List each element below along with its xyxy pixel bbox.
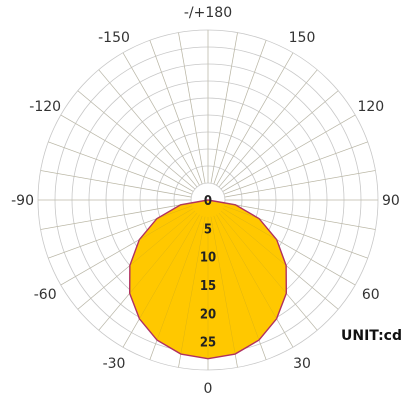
grid-spoke (216, 52, 294, 186)
radial-tick-label: 0 (204, 194, 212, 209)
grid-spoke (178, 32, 206, 184)
overlay-spoke (149, 40, 203, 185)
overlay-spoke (60, 208, 194, 286)
overlay-spoke (178, 216, 206, 368)
overlay-spoke (218, 212, 318, 331)
angle-label: 60 (362, 287, 380, 303)
grid-spoke (48, 141, 193, 195)
angle-label: -150 (98, 30, 130, 46)
radial-tick-label: 5 (204, 222, 212, 237)
grid-spoke (213, 40, 267, 185)
grid-spoke (77, 90, 196, 190)
overlay-spoke (222, 114, 356, 192)
overlay-spoke (77, 90, 196, 190)
angle-label: 90 (382, 193, 400, 209)
overlay-spoke (216, 214, 294, 348)
radial-tick-label: 20 (200, 307, 216, 322)
grid-spoke (210, 32, 238, 184)
overlay-spoke (220, 210, 339, 310)
overlay-spoke (40, 170, 192, 198)
angle-label: 120 (357, 99, 384, 115)
overlay-spoke (98, 212, 198, 331)
grid-spoke (222, 114, 356, 192)
series-fill (129, 200, 287, 359)
grid-spoke (40, 202, 192, 230)
grid-spoke (224, 202, 376, 230)
radial-tick-label: 10 (200, 251, 216, 266)
overlay-spoke (98, 69, 198, 188)
angle-label: 0 (204, 381, 213, 397)
grid-spoke (224, 170, 376, 198)
grid-spoke (149, 40, 203, 185)
angle-label: -90 (11, 193, 34, 209)
overlay-spoke (216, 52, 294, 186)
angle-label: 30 (293, 356, 311, 372)
overlay-spoke (210, 32, 238, 184)
overlay-spoke (40, 202, 192, 230)
grid-spoke (218, 69, 318, 188)
overlay-spoke (213, 40, 267, 185)
grid-spoke (98, 69, 198, 188)
angle-label: -120 (29, 99, 61, 115)
radial-tick-label: 15 (200, 279, 216, 294)
overlay-spoke (224, 170, 376, 198)
grid-spoke (40, 170, 192, 198)
overlay-spoke (77, 210, 196, 310)
series-line (128, 199, 288, 360)
angle-label: -60 (34, 287, 57, 303)
overlay-spoke (60, 114, 194, 192)
grid-spoke (60, 114, 194, 192)
grid-spoke (223, 141, 368, 195)
overlay-spoke (220, 90, 339, 190)
radial-tick-label: 25 (200, 336, 216, 351)
overlay-spoke (48, 141, 193, 195)
overlay-spoke (178, 32, 206, 184)
grid-spoke (122, 52, 200, 186)
overlay-spoke (149, 215, 203, 360)
overlay-spoke (122, 52, 200, 186)
overlay-spoke (213, 215, 267, 360)
overlay-spoke (223, 205, 368, 259)
unit-label: UNIT:cd (341, 328, 401, 344)
overlay-spoke (224, 202, 376, 230)
series-layer (38, 30, 378, 370)
angle-label: -/+180 (184, 5, 232, 21)
overlay-spoke (218, 69, 318, 188)
grid-spoke (220, 90, 339, 190)
overlay-spoke (48, 205, 193, 259)
overlay-spoke (223, 141, 368, 195)
radial-tick-labels: 0 5 10 15 20 25 (200, 194, 216, 351)
angle-label: 150 (289, 30, 316, 46)
overlay-spoke (122, 214, 200, 348)
overlay-spoke (222, 208, 356, 286)
angle-label: -30 (103, 356, 126, 372)
overlay-spoke (210, 216, 238, 368)
